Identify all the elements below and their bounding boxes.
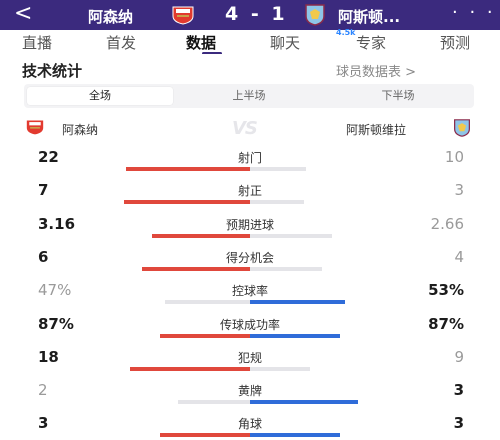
home-stat-value: 2: [38, 381, 48, 400]
home-stat-bar: [160, 333, 250, 338]
chat-count-badge: 4.5k: [336, 28, 356, 37]
home-stat-value: 47%: [38, 281, 72, 300]
stat-label: 传球成功率: [219, 317, 280, 332]
home-stat-bar: [165, 300, 250, 305]
away-stat-bar: [250, 400, 358, 405]
away-team-label: 阿斯顿维拉: [346, 123, 407, 137]
home-team-label: 阿森纳: [62, 123, 99, 137]
home-team-name[interactable]: 阿森纳: [88, 8, 134, 26]
aston-villa-crest-icon: [454, 119, 470, 137]
away-stat-value: 3: [453, 381, 464, 400]
stat-label: 犯规: [237, 350, 262, 365]
away-stat-bar: [250, 233, 332, 238]
match-score: 4 - 1: [225, 3, 288, 25]
tab-lineup[interactable]: 首发: [106, 34, 137, 52]
away-stat-bar: [250, 300, 345, 305]
home-stat-bar: [178, 400, 250, 405]
stat-row: 7 射正 3: [0, 181, 500, 213]
stats-card: 技术统计 球员数据表 > 全场 上半场 下半场 阿森纳 VS 阿斯顿维拉 22 射…: [0, 54, 500, 440]
home-stat-bar: [152, 233, 250, 238]
stat-row: 18 犯规 9: [0, 348, 500, 380]
player-stats-link[interactable]: 球员数据表 >: [336, 65, 417, 80]
home-stat-bar: [130, 366, 250, 371]
arsenal-crest-icon: [26, 120, 44, 135]
teams-row: 阿森纳 VS 阿斯顿维拉: [0, 118, 500, 139]
more-options-icon[interactable]: · · ·: [452, 2, 496, 23]
away-stat-value: 53%: [428, 281, 464, 300]
away-stat-bar: [250, 366, 310, 371]
away-stat-value: 4: [454, 247, 464, 266]
home-stat-bar: [124, 200, 250, 205]
stat-label: 射正: [237, 184, 262, 199]
stat-label: 得分机会: [225, 250, 274, 265]
stat-label: 射门: [237, 151, 262, 165]
home-stat-value: 3: [38, 414, 49, 433]
home-stat-value: 87%: [38, 314, 74, 333]
active-tab-indicator: [202, 52, 222, 55]
arsenal-crest-icon: [172, 6, 194, 25]
stat-row: 22 射门 10: [0, 148, 500, 180]
away-stat-bar: [250, 266, 322, 271]
stat-row: 47% 控球率 53%: [0, 281, 500, 313]
home-stat-bar: [160, 433, 250, 438]
stat-row: 3.16 预期进球 2.66: [0, 215, 500, 247]
tab-prediction[interactable]: 预测: [440, 34, 471, 52]
home-stat-value: 3.16: [38, 214, 76, 233]
away-stat-value: 3: [454, 181, 464, 200]
stat-label: 角球: [237, 417, 262, 432]
away-stat-value: 87%: [428, 314, 464, 333]
match-header: < 阿森纳 4 - 1 阿斯顿... · · ·: [0, 0, 500, 30]
aston-villa-crest-icon: [305, 4, 325, 26]
stat-row: 2 黄牌 3: [0, 381, 500, 413]
home-stat-value: 18: [38, 347, 59, 366]
segment-full-match[interactable]: 全场: [27, 87, 173, 105]
back-icon[interactable]: <: [14, 1, 33, 26]
stat-label: 预期进球: [225, 217, 274, 232]
home-stat-bar: [142, 266, 250, 271]
segment-second-half[interactable]: 下半场: [381, 89, 415, 102]
period-segmented-control: 全场 上半场 下半场: [24, 84, 474, 108]
stat-row: 3 角球 3: [0, 414, 500, 440]
home-stat-value: 22: [38, 148, 59, 166]
away-stat-bar: [250, 167, 306, 171]
away-stat-value: 10: [444, 148, 464, 166]
vs-watermark: VS: [232, 118, 258, 139]
away-stat-bar: [250, 433, 340, 438]
away-team-name[interactable]: 阿斯顿...: [338, 8, 401, 26]
stat-row: 6 得分机会 4: [0, 248, 500, 280]
section-title: 技术统计: [22, 62, 83, 80]
away-stat-value: 2.66: [430, 214, 464, 233]
stat-label: 黄牌: [237, 384, 262, 399]
home-stat-value: 7: [38, 181, 49, 200]
tab-stats[interactable]: 数据: [186, 34, 217, 52]
segment-first-half[interactable]: 上半场: [232, 89, 266, 102]
stat-row: 87% 传球成功率 87%: [0, 315, 500, 347]
home-stat-value: 6: [38, 247, 49, 266]
stat-label: 控球率: [231, 284, 268, 299]
away-stat-value: 9: [454, 347, 464, 366]
away-stat-bar: [250, 200, 304, 205]
tab-expert[interactable]: 专家: [356, 34, 387, 52]
tab-live[interactable]: 直播: [22, 34, 53, 52]
away-stat-value: 3: [453, 414, 464, 433]
away-stat-bar: [250, 333, 340, 338]
tab-chat[interactable]: 聊天: [270, 34, 301, 52]
tab-bar: 直播 首发 数据 聊天 4.5k 专家 预测: [0, 28, 500, 55]
home-stat-bar: [126, 167, 250, 171]
